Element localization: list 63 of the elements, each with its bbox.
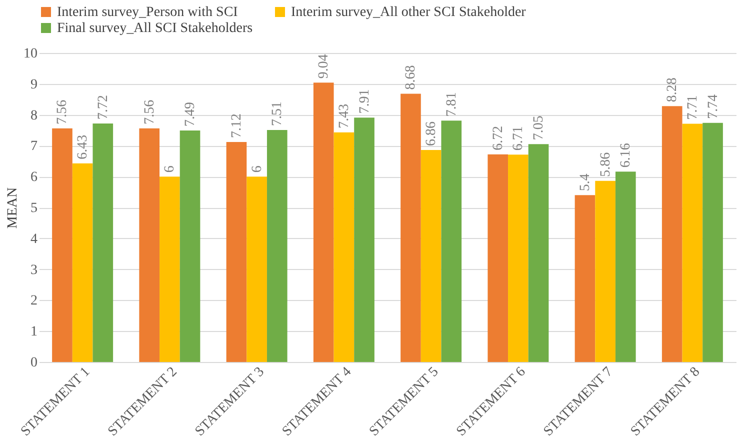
bar bbox=[441, 120, 462, 362]
data-label: 5.86 bbox=[598, 152, 614, 177]
bar bbox=[682, 124, 703, 362]
bar bbox=[334, 132, 354, 362]
data-label: 6.71 bbox=[511, 126, 526, 151]
bar bbox=[574, 195, 596, 362]
y-tick-label: 4 bbox=[30, 232, 38, 247]
bar bbox=[528, 144, 549, 362]
bar bbox=[92, 123, 114, 362]
y-tick-label: 1 bbox=[30, 324, 38, 340]
bar bbox=[72, 163, 93, 362]
data-label: 7.51 bbox=[270, 101, 286, 126]
legend-label: Interim survey_Person with SCI bbox=[57, 5, 238, 20]
data-label: 6.16 bbox=[618, 143, 634, 168]
bar bbox=[246, 176, 267, 362]
data-label: 6 bbox=[162, 166, 178, 173]
y-tick-label: 3 bbox=[30, 262, 38, 278]
bar bbox=[139, 128, 160, 362]
data-label: 7.49 bbox=[183, 102, 198, 127]
data-label: 9.04 bbox=[316, 54, 332, 79]
data-label: 7.05 bbox=[532, 116, 547, 140]
bar bbox=[180, 130, 200, 362]
data-label: 5.4 bbox=[578, 174, 593, 192]
data-label: 6.86 bbox=[424, 122, 440, 146]
bar bbox=[420, 150, 442, 362]
data-label: 7.74 bbox=[706, 94, 721, 119]
data-label: 8.28 bbox=[665, 78, 680, 102]
data-label: 7.12 bbox=[229, 113, 244, 138]
y-tick-label: 10 bbox=[24, 46, 38, 62]
data-label: 6.43 bbox=[76, 134, 91, 160]
data-label: 8.68 bbox=[404, 65, 419, 90]
legend-label: Final survey_All SCI Stakeholders bbox=[57, 21, 253, 36]
data-label: 7.71 bbox=[685, 95, 700, 120]
y-tick-label: 6 bbox=[30, 170, 38, 186]
y-axis-title: MEAN bbox=[6, 187, 20, 229]
data-label: 7.72 bbox=[96, 94, 111, 120]
bar bbox=[313, 82, 334, 362]
bar bbox=[662, 106, 682, 362]
y-tick-label: 9 bbox=[30, 77, 38, 92]
bar bbox=[595, 180, 616, 362]
bar bbox=[702, 122, 723, 362]
bar bbox=[266, 130, 288, 362]
bar bbox=[226, 142, 247, 362]
y-tick-label: 5 bbox=[30, 201, 38, 216]
y-tick-label: 2 bbox=[30, 294, 38, 309]
bar bbox=[354, 118, 374, 362]
data-label: 7.56 bbox=[142, 100, 158, 124]
legend-label: Interim survey_All other SCI Stakeholder bbox=[291, 5, 526, 20]
data-label: 7.91 bbox=[357, 89, 372, 114]
bar bbox=[508, 154, 528, 362]
y-tick-label: 7 bbox=[30, 139, 38, 154]
data-label: 6 bbox=[250, 166, 265, 173]
bar bbox=[488, 154, 508, 362]
bar bbox=[160, 176, 180, 362]
data-label: 7.43 bbox=[336, 104, 352, 128]
data-label: 6.72 bbox=[490, 126, 506, 150]
y-tick-label: 8 bbox=[30, 108, 38, 124]
y-tick-label: 0 bbox=[30, 356, 38, 370]
bar bbox=[52, 128, 72, 362]
data-label: 7.56 bbox=[55, 100, 70, 124]
data-label: 7.81 bbox=[444, 92, 460, 117]
bar bbox=[400, 94, 421, 362]
bar bbox=[615, 172, 636, 362]
